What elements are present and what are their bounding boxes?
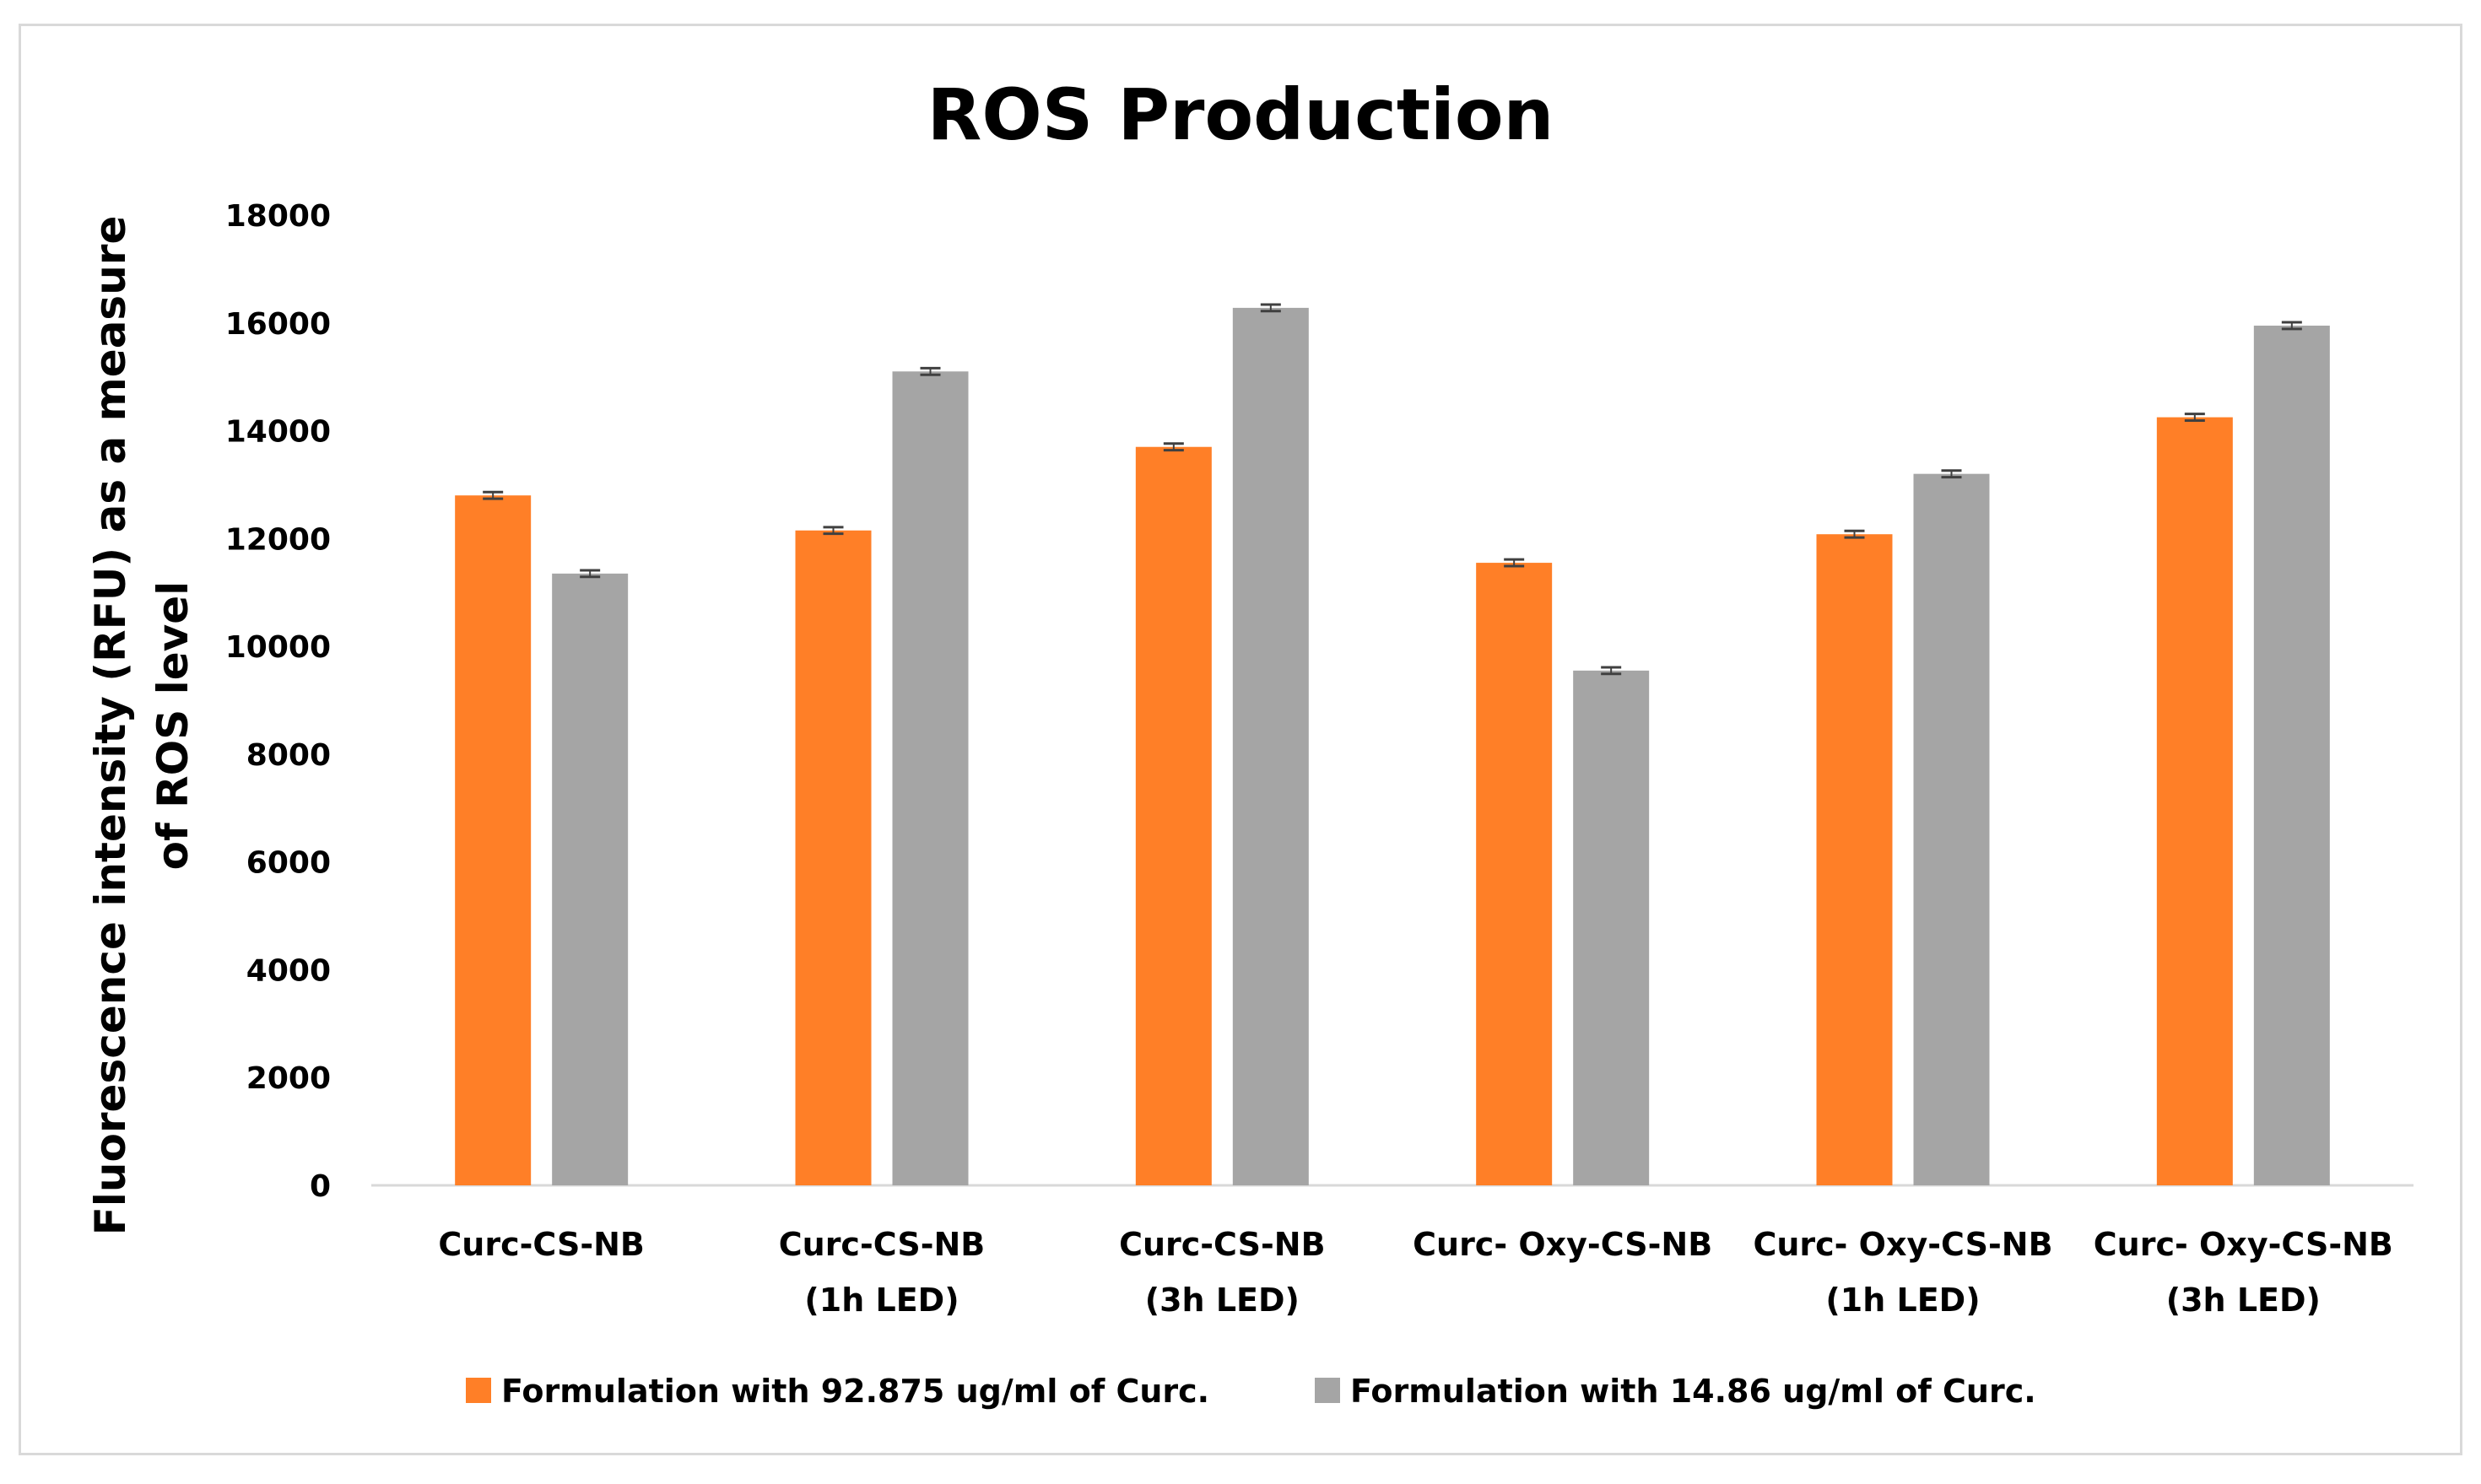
x-category-label: (3h LED) [2166, 1282, 2321, 1319]
legend-swatch [466, 1378, 491, 1403]
x-category-label: Curc-CS-NB [779, 1226, 985, 1263]
y-tick-label: 8000 [246, 738, 331, 773]
y-axis-label-line: Fluorescence intensity (RFU) as a measur… [86, 216, 135, 1236]
bar [1816, 534, 1893, 1185]
y-axis-ticks: 0 2000 4000 6000 8000 10000 12000 14000 16000 180… [225, 199, 331, 1204]
bar [1135, 446, 1212, 1185]
x-category-label: Curc-CS-NB [438, 1226, 644, 1263]
bar [2253, 325, 2330, 1185]
bar [1232, 307, 1309, 1185]
x-category-label: Curc-CS-NB [1119, 1226, 1325, 1263]
bar [795, 530, 872, 1185]
y-tick-label: 14000 [225, 415, 331, 450]
bar [2156, 417, 2233, 1185]
bar [1913, 473, 1990, 1185]
y-tick-label: 18000 [225, 199, 331, 234]
y-tick-label: 0 [310, 1169, 331, 1204]
x-category-label: (1h LED) [1825, 1282, 1980, 1319]
x-axis-categories: Curc-CS-NB Curc-CS-NB (1h LED) Curc-CS-NB (3… [438, 1226, 2392, 1319]
y-axis-label-line: of ROS level [149, 581, 197, 871]
y-tick-label: 6000 [246, 846, 331, 881]
y-tick-label: 2000 [246, 1061, 331, 1096]
y-axis-label: Fluorescence intensity (RFU) as a measur… [86, 216, 197, 1236]
bar [892, 371, 969, 1185]
chart-title: ROS Production [927, 73, 1554, 156]
legend-label: Formulation with 14.86 ug/ml of Curc. [1350, 1373, 2036, 1410]
bar [1573, 670, 1650, 1185]
x-category-label: Curc- Oxy-CS-NB [1413, 1226, 1712, 1263]
legend-swatch [1315, 1378, 1340, 1403]
y-tick-label: 12000 [225, 522, 331, 557]
legend-label: Formulation with 92.875 ug/ml of Curc. [501, 1373, 1209, 1410]
bar [552, 573, 629, 1185]
x-category-label: Curc- Oxy-CS-NB [2094, 1226, 2393, 1263]
y-tick-label: 4000 [246, 953, 331, 988]
x-category-label: (3h LED) [1145, 1282, 1300, 1319]
y-tick-label: 10000 [225, 630, 331, 665]
bar [1476, 563, 1553, 1185]
x-category-label: Curc- Oxy-CS-NB [1753, 1226, 2052, 1263]
bar [455, 495, 532, 1185]
legend: Formulation with 92.875 ug/ml of Curc. Fo… [466, 1373, 2036, 1410]
y-tick-label: 16000 [225, 307, 331, 342]
bars [455, 303, 2330, 1185]
x-category-label: (1h LED) [804, 1282, 959, 1319]
